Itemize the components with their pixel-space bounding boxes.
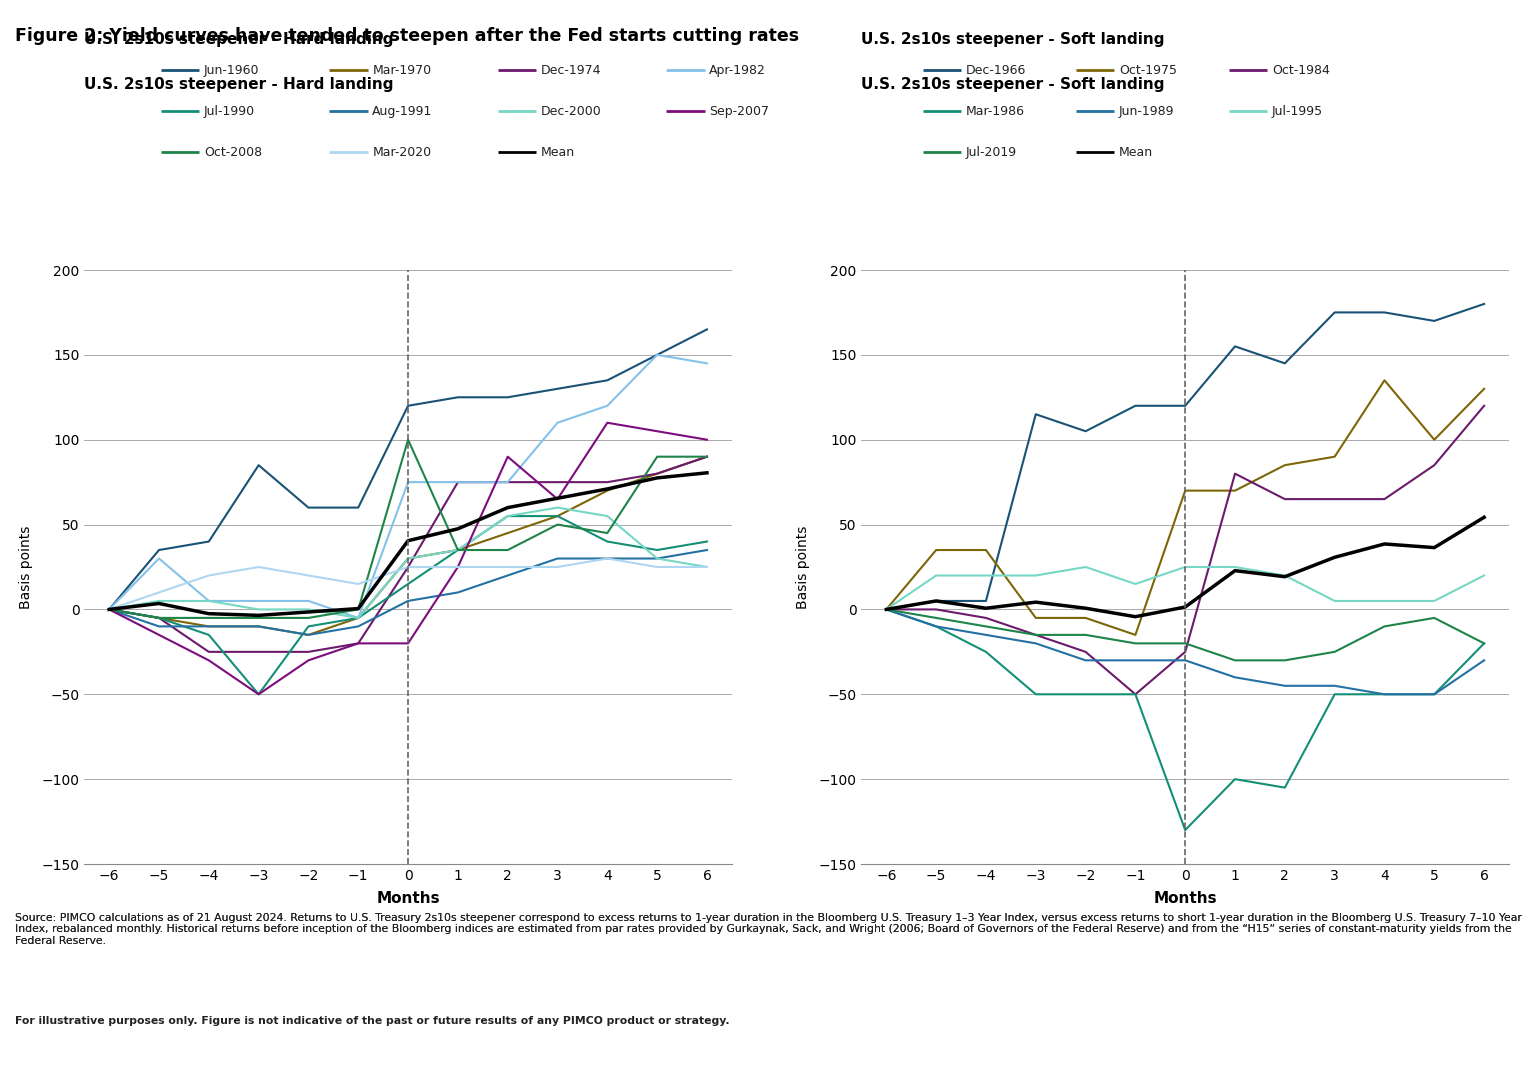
Text: Dec-1966: Dec-1966 — [965, 64, 1026, 77]
Text: Aug-1991: Aug-1991 — [372, 105, 432, 118]
Text: Mar-1970: Mar-1970 — [372, 64, 432, 77]
Text: Source: PIMCO calculations as of 21 August 2024. Returns to U.S. Treasury 2s10s : Source: PIMCO calculations as of 21 Augu… — [15, 913, 1523, 946]
Text: Dec-1974: Dec-1974 — [541, 64, 601, 77]
Text: Mar-1986: Mar-1986 — [965, 105, 1025, 118]
Text: Jul-1990: Jul-1990 — [204, 105, 254, 118]
Text: Oct-1984: Oct-1984 — [1272, 64, 1330, 77]
Text: Oct-2008: Oct-2008 — [204, 146, 262, 159]
Text: Figure 2: Yield curves have tended to steepen after the Fed starts cutting rates: Figure 2: Yield curves have tended to st… — [15, 27, 800, 45]
Text: U.S. 2s10s steepener - Soft landing: U.S. 2s10s steepener - Soft landing — [861, 32, 1164, 48]
Y-axis label: Basis points: Basis points — [18, 525, 34, 609]
Text: Mean: Mean — [541, 146, 574, 159]
Text: Source: PIMCO calculations as of 21 August 2024. Returns to U.S. Treasury 2s10s : Source: PIMCO calculations as of 21 Augu… — [15, 913, 1523, 946]
Text: Apr-1982: Apr-1982 — [709, 64, 766, 77]
Text: Dec-2000: Dec-2000 — [541, 105, 602, 118]
Y-axis label: Basis points: Basis points — [797, 525, 810, 609]
Text: Jul-1995: Jul-1995 — [1272, 105, 1324, 118]
Text: U.S. 2s10s steepener - Soft landing: U.S. 2s10s steepener - Soft landing — [861, 78, 1164, 93]
Text: Mean: Mean — [1118, 146, 1154, 159]
Text: Jul-2019: Jul-2019 — [965, 146, 1017, 159]
X-axis label: Months: Months — [377, 891, 440, 906]
Text: Mar-2020: Mar-2020 — [372, 146, 432, 159]
Text: U.S. 2s10s steepener - Hard landing: U.S. 2s10s steepener - Hard landing — [84, 32, 394, 48]
Text: U.S. 2s10s steepener - Hard landing: U.S. 2s10s steepener - Hard landing — [84, 78, 394, 93]
Text: For illustrative purposes only. Figure is not indicative of the past or future r: For illustrative purposes only. Figure i… — [15, 1016, 729, 1026]
Text: Oct-1975: Oct-1975 — [1118, 64, 1177, 77]
X-axis label: Months: Months — [1154, 891, 1216, 906]
Text: Jun-1960: Jun-1960 — [204, 64, 259, 77]
Text: Jun-1989: Jun-1989 — [1118, 105, 1174, 118]
Text: Sep-2007: Sep-2007 — [709, 105, 769, 118]
